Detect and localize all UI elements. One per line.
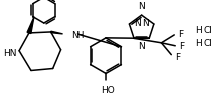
Polygon shape	[51, 32, 63, 35]
Text: NH: NH	[71, 31, 85, 40]
Text: Cl: Cl	[204, 39, 213, 48]
Text: HO: HO	[101, 86, 115, 94]
Text: F: F	[179, 42, 184, 51]
Text: N: N	[139, 42, 145, 51]
Text: N: N	[138, 2, 145, 11]
Text: F: F	[178, 30, 183, 39]
Text: N: N	[134, 18, 141, 27]
Text: N: N	[142, 18, 149, 27]
Text: F: F	[175, 53, 180, 62]
Text: H: H	[195, 39, 202, 48]
Text: Cl: Cl	[204, 26, 213, 35]
Text: HN: HN	[3, 49, 17, 58]
Text: H: H	[195, 26, 202, 35]
Polygon shape	[27, 18, 34, 34]
